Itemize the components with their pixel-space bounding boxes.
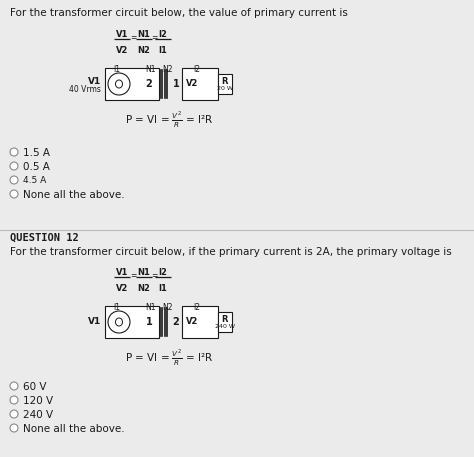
Bar [105,306,159,338]
Text: V2: V2 [186,318,198,326]
Text: 2: 2 [173,317,179,327]
Text: N1: N1 [137,268,150,277]
Text: N2: N2 [137,46,150,55]
Circle shape [10,424,18,432]
Circle shape [10,382,18,390]
Bar [105,68,159,100]
Text: I1: I1 [159,284,167,293]
Circle shape [10,410,18,418]
Circle shape [10,176,18,184]
Text: N2: N2 [163,303,173,312]
Circle shape [108,73,130,95]
Circle shape [10,162,18,170]
Text: For the transformer circuit below, if the primary current is 2A, the primary vol: For the transformer circuit below, if th… [10,247,452,257]
Text: 240 V: 240 V [23,410,53,420]
Text: For the transformer circuit below, the value of primary current is: For the transformer circuit below, the v… [10,8,348,18]
Text: 120 V: 120 V [23,396,53,406]
Circle shape [10,190,18,198]
Text: P = VI = $\frac{V^2}{R}$ = I²R: P = VI = $\frac{V^2}{R}$ = I²R [125,348,214,368]
Text: R: R [222,76,228,85]
Text: V2: V2 [116,46,128,55]
Text: 240 W: 240 W [215,324,235,329]
Text: N1: N1 [146,303,156,312]
Text: =: = [151,271,157,281]
Text: I1: I1 [159,46,167,55]
Text: =: = [130,271,136,281]
Text: P = VI = $\frac{V^2}{R}$ = I²R: P = VI = $\frac{V^2}{R}$ = I²R [125,110,214,130]
Text: 1.5 A: 1.5 A [23,148,50,158]
Text: V2: V2 [116,284,128,293]
Bar [182,68,218,100]
Text: N1: N1 [137,30,150,39]
Text: N1: N1 [146,65,156,74]
Bar [218,312,232,332]
Text: I2: I2 [159,268,167,277]
Text: V1: V1 [88,318,101,326]
Text: I1: I1 [113,65,120,74]
Text: 20 W: 20 W [217,86,233,91]
Text: None all the above.: None all the above. [23,190,125,200]
Circle shape [10,148,18,156]
Text: V1: V1 [116,268,128,277]
Text: 1: 1 [146,317,152,327]
Text: 60 V: 60 V [23,382,46,392]
Text: I2: I2 [193,65,201,74]
Text: =: = [151,33,157,43]
Bar [182,306,218,338]
Text: QUESTION 12: QUESTION 12 [10,233,79,243]
Text: 0.5 A: 0.5 A [23,162,50,172]
Bar [218,74,232,94]
Text: I2: I2 [193,303,201,312]
Text: I2: I2 [159,30,167,39]
Circle shape [10,396,18,404]
Text: V2: V2 [186,80,198,89]
Text: 40 Vrms: 40 Vrms [69,85,101,95]
Text: R: R [222,314,228,324]
Text: =: = [130,33,136,43]
Text: 1: 1 [173,79,179,89]
Text: V1: V1 [116,30,128,39]
Text: I1: I1 [113,303,120,312]
Text: 4.5 A: 4.5 A [23,176,46,185]
Text: V1: V1 [88,76,101,85]
Text: 2: 2 [146,79,152,89]
Text: None all the above.: None all the above. [23,424,125,434]
Circle shape [108,311,130,333]
Text: N2: N2 [137,284,150,293]
Text: N2: N2 [163,65,173,74]
